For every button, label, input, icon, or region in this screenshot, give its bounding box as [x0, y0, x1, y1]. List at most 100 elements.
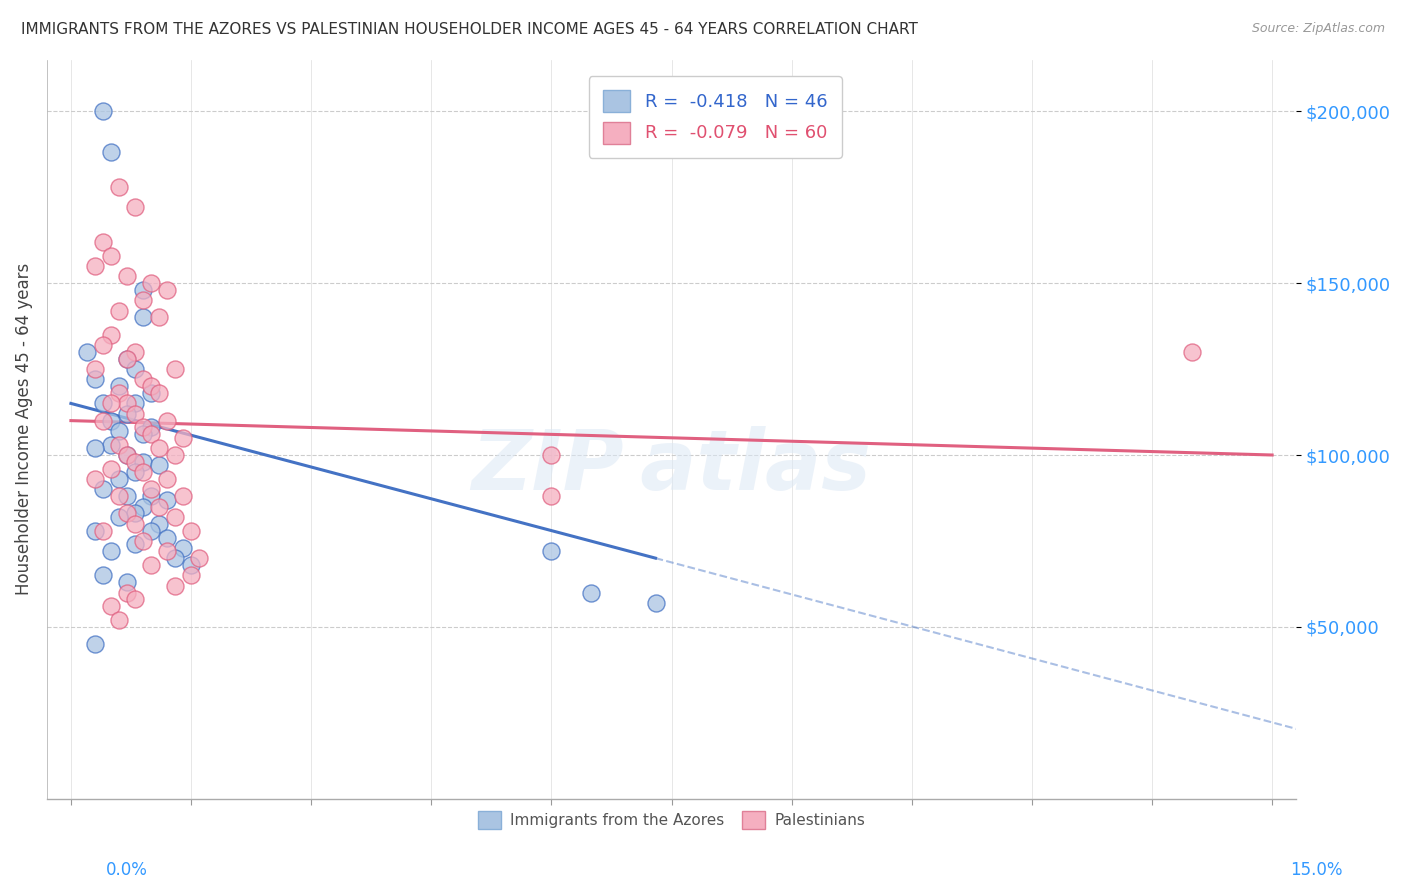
Point — [540, 448, 562, 462]
Point — [100, 396, 122, 410]
Point — [124, 537, 146, 551]
Point — [132, 465, 155, 479]
Point — [108, 509, 131, 524]
Point — [115, 396, 138, 410]
Point — [100, 327, 122, 342]
Point — [124, 455, 146, 469]
Point — [132, 500, 155, 514]
Point — [180, 524, 202, 538]
Point — [84, 372, 107, 386]
Point — [108, 386, 131, 401]
Point — [100, 414, 122, 428]
Point — [84, 441, 107, 455]
Point — [84, 472, 107, 486]
Point — [581, 585, 603, 599]
Point — [124, 507, 146, 521]
Point — [91, 235, 114, 249]
Point — [100, 145, 122, 160]
Point — [124, 344, 146, 359]
Point — [100, 462, 122, 476]
Point — [124, 396, 146, 410]
Point — [84, 637, 107, 651]
Point — [163, 579, 186, 593]
Point — [115, 575, 138, 590]
Point — [132, 293, 155, 308]
Point — [132, 283, 155, 297]
Text: 0.0%: 0.0% — [105, 861, 148, 879]
Point — [132, 455, 155, 469]
Point — [115, 407, 138, 421]
Point — [148, 310, 170, 325]
Point — [139, 420, 162, 434]
Text: Source: ZipAtlas.com: Source: ZipAtlas.com — [1251, 22, 1385, 36]
Point — [163, 448, 186, 462]
Point — [132, 372, 155, 386]
Point — [139, 489, 162, 503]
Point — [76, 344, 98, 359]
Point — [139, 427, 162, 442]
Point — [148, 441, 170, 455]
Point — [100, 599, 122, 614]
Text: ZIP atlas: ZIP atlas — [471, 425, 872, 507]
Point — [124, 201, 146, 215]
Point — [115, 351, 138, 366]
Point — [156, 531, 179, 545]
Point — [188, 551, 211, 566]
Point — [108, 424, 131, 438]
Point — [156, 544, 179, 558]
Point — [124, 592, 146, 607]
Point — [148, 516, 170, 531]
Point — [124, 407, 146, 421]
Point — [108, 303, 131, 318]
Point — [156, 283, 179, 297]
Point — [100, 438, 122, 452]
Point — [172, 431, 194, 445]
Point — [108, 613, 131, 627]
Point — [84, 259, 107, 273]
Point — [172, 541, 194, 555]
Point — [124, 516, 146, 531]
Point — [1181, 344, 1204, 359]
Point — [172, 489, 194, 503]
Point — [163, 362, 186, 376]
Point — [132, 427, 155, 442]
Point — [139, 386, 162, 401]
Point — [132, 420, 155, 434]
Legend: Immigrants from the Azores, Palestinians: Immigrants from the Azores, Palestinians — [471, 805, 872, 836]
Point — [115, 489, 138, 503]
Point — [180, 568, 202, 582]
Point — [139, 558, 162, 572]
Point — [84, 524, 107, 538]
Point — [115, 448, 138, 462]
Point — [163, 509, 186, 524]
Point — [132, 310, 155, 325]
Point — [124, 465, 146, 479]
Point — [115, 269, 138, 284]
Point — [115, 351, 138, 366]
Point — [148, 458, 170, 473]
Point — [84, 362, 107, 376]
Point — [91, 524, 114, 538]
Point — [139, 483, 162, 497]
Point — [108, 472, 131, 486]
Point — [132, 533, 155, 548]
Point — [163, 551, 186, 566]
Point — [108, 438, 131, 452]
Point — [100, 544, 122, 558]
Point — [156, 492, 179, 507]
Point — [115, 448, 138, 462]
Point — [108, 379, 131, 393]
Point — [91, 568, 114, 582]
Point — [156, 414, 179, 428]
Point — [156, 472, 179, 486]
Point — [91, 483, 114, 497]
Text: IMMIGRANTS FROM THE AZORES VS PALESTINIAN HOUSEHOLDER INCOME AGES 45 - 64 YEARS : IMMIGRANTS FROM THE AZORES VS PALESTINIA… — [21, 22, 918, 37]
Point — [139, 379, 162, 393]
Y-axis label: Householder Income Ages 45 - 64 years: Householder Income Ages 45 - 64 years — [15, 263, 32, 595]
Point — [124, 362, 146, 376]
Point — [108, 179, 131, 194]
Point — [540, 544, 562, 558]
Text: 15.0%: 15.0% — [1291, 861, 1343, 879]
Point — [644, 596, 666, 610]
Point — [115, 585, 138, 599]
